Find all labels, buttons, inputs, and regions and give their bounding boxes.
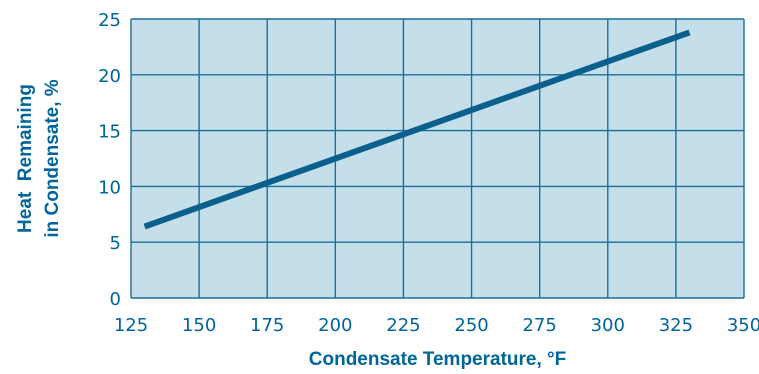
y-axis-title-line-2: in Condensate, %: [42, 79, 63, 237]
x-tick-label: 175: [250, 315, 284, 336]
y-tick-label: 25: [98, 10, 121, 31]
x-tick-label: 325: [659, 315, 693, 336]
x-tick-label: 125: [114, 315, 148, 336]
y-tick-label: 10: [98, 177, 121, 198]
y-tick-label: 15: [98, 122, 121, 143]
x-tick-label: 275: [522, 315, 556, 336]
y-tick-label: 20: [98, 66, 121, 87]
x-tick-label: 350: [727, 315, 759, 336]
tick-labels: 125 150 175 200 225 250 275 300 325 350 0 5 10 15 20 25: [98, 10, 759, 336]
x-tick-label: 200: [318, 315, 352, 336]
x-tick-label: 250: [454, 315, 488, 336]
series-line: [143, 29, 691, 230]
grid: [130, 18, 745, 299]
x-tick-label: 225: [386, 315, 420, 336]
series-layer: [143, 29, 691, 230]
plot-area: [131, 19, 744, 298]
x-axis-title: Condensate Temperature, °F: [309, 349, 566, 370]
y-axis-title-line-1: Heat Remaining: [15, 84, 36, 233]
x-tick-label: 150: [182, 315, 216, 336]
y-tick-label: 0: [110, 289, 121, 310]
y-tick-label: 5: [110, 233, 121, 254]
x-tick-label: 300: [591, 315, 625, 336]
